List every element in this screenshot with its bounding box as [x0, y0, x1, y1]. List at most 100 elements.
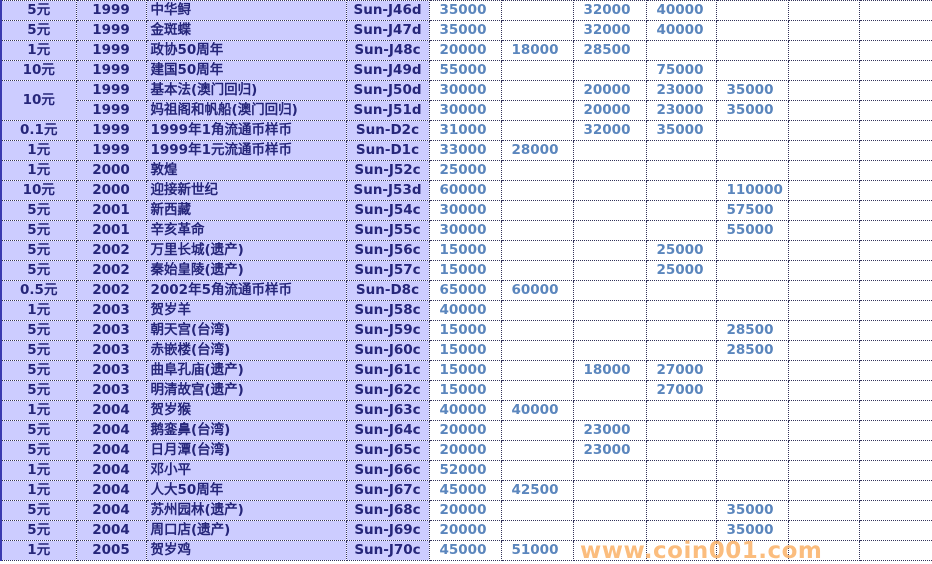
year-cell[interactable]: 2000	[75, 180, 147, 201]
price-cell[interactable]	[572, 220, 647, 241]
price-cell[interactable]: 30000	[428, 200, 502, 221]
price-cell[interactable]	[787, 540, 860, 561]
price-cell[interactable]	[858, 420, 932, 441]
name-cell[interactable]: 妈祖阁和帆船(澳门回归)	[145, 100, 347, 121]
price-cell[interactable]	[858, 220, 932, 241]
denomination-cell[interactable]: 5元	[0, 380, 77, 401]
price-cell[interactable]	[500, 380, 574, 401]
denomination-cell[interactable]: 5元	[0, 500, 77, 521]
year-cell[interactable]: 2004	[75, 420, 147, 441]
price-cell[interactable]	[787, 100, 860, 121]
price-cell[interactable]: 23000	[645, 80, 717, 101]
price-cell[interactable]	[858, 440, 932, 461]
price-cell[interactable]: 35000	[715, 500, 789, 521]
price-cell[interactable]	[645, 160, 717, 181]
name-cell[interactable]: 鹅銮鼻(台湾)	[145, 420, 347, 441]
name-cell[interactable]: 贺岁猴	[145, 400, 347, 421]
price-cell[interactable]	[572, 340, 647, 361]
price-cell[interactable]: 25000	[428, 160, 502, 181]
year-cell[interactable]: 2000	[75, 160, 147, 181]
year-cell[interactable]: 2003	[75, 300, 147, 321]
price-cell[interactable]	[645, 460, 717, 481]
price-cell[interactable]	[715, 240, 789, 261]
price-cell[interactable]	[715, 260, 789, 281]
code-cell[interactable]: Sun-J63c	[345, 400, 430, 421]
name-cell[interactable]: 敦煌	[145, 160, 347, 181]
price-cell[interactable]	[572, 160, 647, 181]
price-cell[interactable]: 20000	[428, 420, 502, 441]
price-cell[interactable]	[500, 520, 574, 541]
price-cell[interactable]	[858, 540, 932, 561]
denomination-cell[interactable]: 10元	[0, 80, 77, 121]
price-cell[interactable]: 52000	[428, 460, 502, 481]
year-cell[interactable]: 2003	[75, 380, 147, 401]
price-cell[interactable]	[787, 440, 860, 461]
denomination-cell[interactable]: 1元	[0, 540, 77, 561]
price-cell[interactable]	[787, 200, 860, 221]
price-cell[interactable]: 40000	[645, 0, 717, 21]
price-cell[interactable]	[500, 340, 574, 361]
price-cell[interactable]	[645, 180, 717, 201]
price-cell[interactable]	[500, 180, 574, 201]
code-cell[interactable]: Sun-J49d	[345, 60, 430, 81]
denomination-cell[interactable]: 1元	[0, 480, 77, 501]
name-cell[interactable]: 曲阜孔庙(遗产)	[145, 360, 347, 381]
price-cell[interactable]: 28500	[715, 320, 789, 341]
price-cell[interactable]	[715, 60, 789, 81]
name-cell[interactable]: 贺岁羊	[145, 300, 347, 321]
price-cell[interactable]: 20000	[428, 40, 502, 61]
year-cell[interactable]: 1999	[75, 0, 147, 21]
year-cell[interactable]: 2005	[75, 540, 147, 561]
price-cell[interactable]	[572, 540, 647, 561]
code-cell[interactable]: Sun-D2c	[345, 120, 430, 141]
price-cell[interactable]	[858, 360, 932, 381]
price-cell[interactable]: 18000	[572, 360, 647, 381]
price-cell[interactable]: 35000	[715, 100, 789, 121]
price-cell[interactable]	[858, 480, 932, 501]
price-cell[interactable]	[787, 480, 860, 501]
price-cell[interactable]	[572, 380, 647, 401]
code-cell[interactable]: Sun-J52c	[345, 160, 430, 181]
denomination-cell[interactable]: 5元	[0, 440, 77, 461]
year-cell[interactable]: 2001	[75, 200, 147, 221]
price-cell[interactable]	[572, 140, 647, 161]
price-cell[interactable]	[645, 440, 717, 461]
price-cell[interactable]	[858, 400, 932, 421]
price-cell[interactable]	[572, 400, 647, 421]
price-cell[interactable]	[787, 280, 860, 301]
price-cell[interactable]	[787, 380, 860, 401]
year-cell[interactable]: 2004	[75, 480, 147, 501]
price-cell[interactable]: 15000	[428, 320, 502, 341]
price-cell[interactable]	[787, 0, 860, 21]
price-cell[interactable]	[787, 160, 860, 181]
price-cell[interactable]	[787, 20, 860, 41]
price-cell[interactable]	[858, 340, 932, 361]
denomination-cell[interactable]: 5元	[0, 520, 77, 541]
price-cell[interactable]	[572, 300, 647, 321]
price-cell[interactable]: 15000	[428, 240, 502, 261]
denomination-cell[interactable]: 10元	[0, 60, 77, 81]
code-cell[interactable]: Sun-J55c	[345, 220, 430, 241]
price-cell[interactable]	[645, 420, 717, 441]
price-cell[interactable]	[645, 540, 717, 561]
code-cell[interactable]: Sun-J53d	[345, 180, 430, 201]
code-cell[interactable]: Sun-J70c	[345, 540, 430, 561]
price-cell[interactable]	[645, 500, 717, 521]
year-cell[interactable]: 1999	[75, 20, 147, 41]
year-cell[interactable]: 2004	[75, 520, 147, 541]
price-cell[interactable]	[715, 480, 789, 501]
price-cell[interactable]	[715, 440, 789, 461]
name-cell[interactable]: 中华鲟	[145, 0, 347, 21]
price-cell[interactable]	[858, 520, 932, 541]
code-cell[interactable]: Sun-J59c	[345, 320, 430, 341]
price-cell[interactable]	[500, 80, 574, 101]
name-cell[interactable]: 贺岁鸡	[145, 540, 347, 561]
code-cell[interactable]: Sun-J48c	[345, 40, 430, 61]
price-cell[interactable]: 51000	[500, 540, 574, 561]
name-cell[interactable]: 政协50周年	[145, 40, 347, 61]
code-cell[interactable]: Sun-J47d	[345, 20, 430, 41]
price-cell[interactable]	[858, 160, 932, 181]
price-cell[interactable]	[787, 400, 860, 421]
name-cell[interactable]: 基本法(澳门回归)	[145, 80, 347, 101]
year-cell[interactable]: 1999	[75, 60, 147, 81]
